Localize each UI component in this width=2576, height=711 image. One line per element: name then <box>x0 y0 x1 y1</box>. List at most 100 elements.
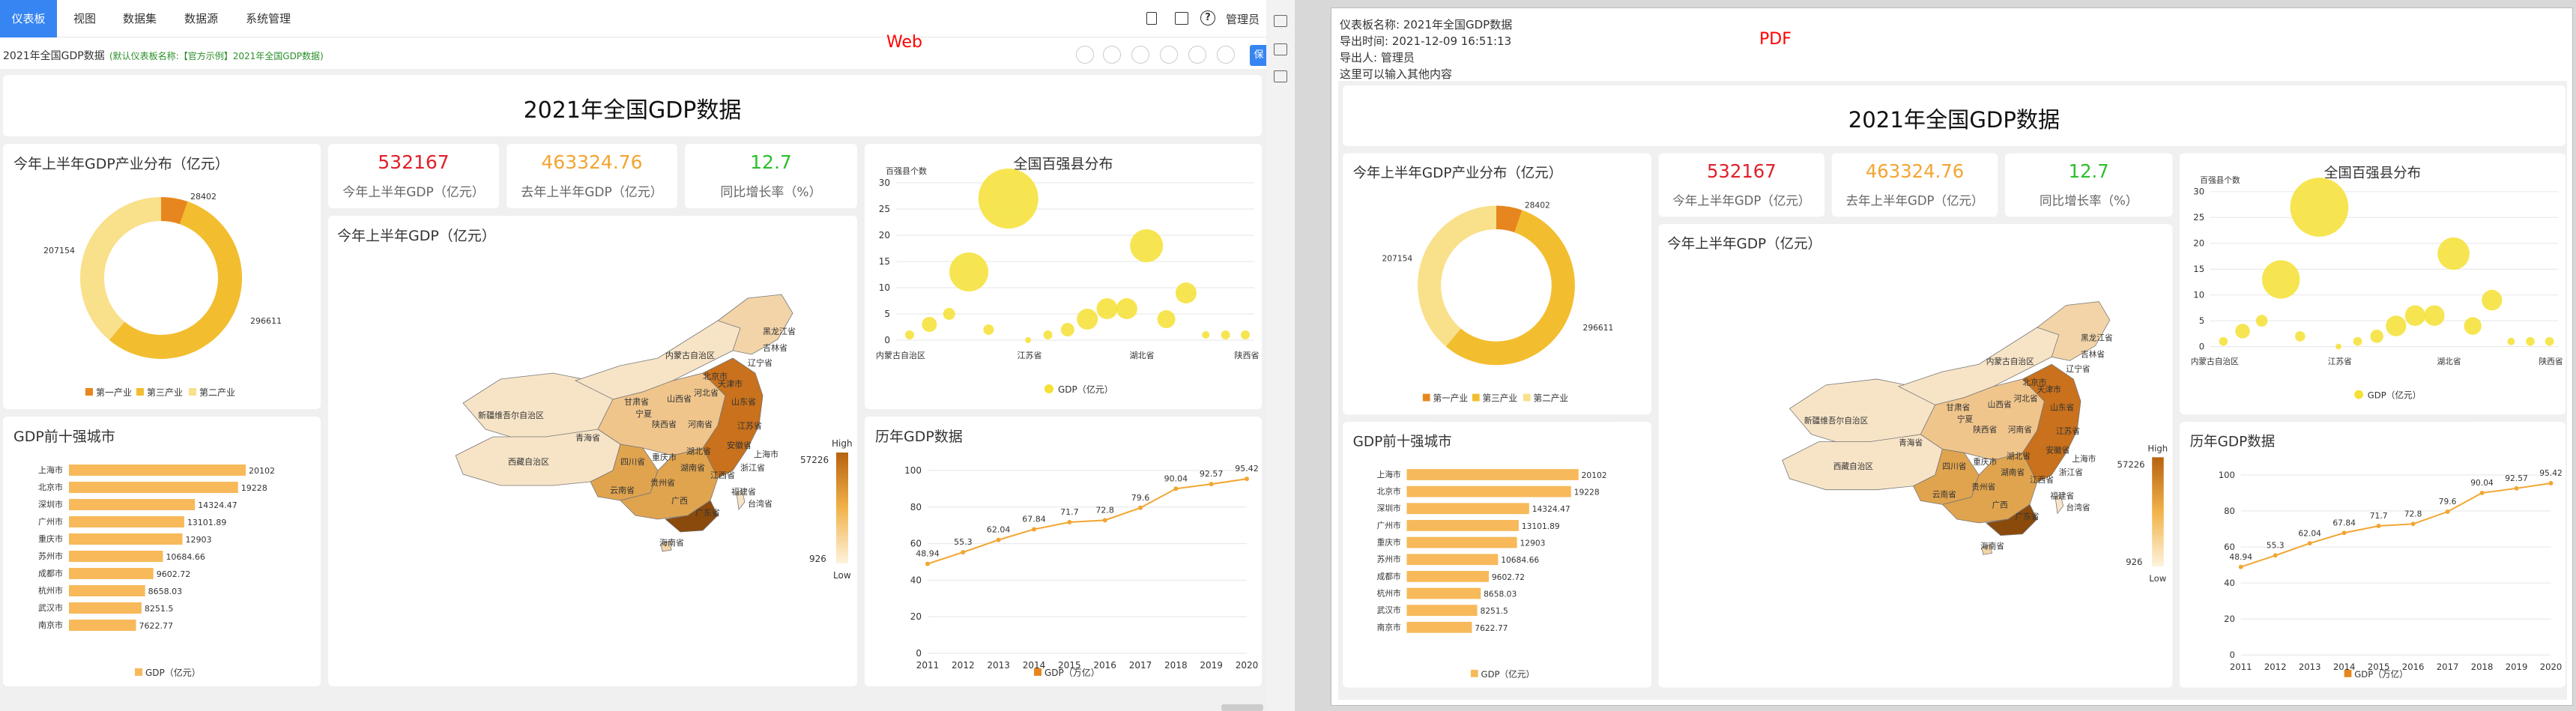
bubble-point[interactable] <box>2404 305 2425 327</box>
bar-item[interactable] <box>1406 485 1571 497</box>
bubble-point[interactable] <box>1077 309 1098 330</box>
help-icon[interactable]: ? <box>1200 10 1215 25</box>
line-point[interactable] <box>2341 530 2347 536</box>
line-point[interactable] <box>1209 482 1214 487</box>
bubble-point[interactable] <box>1157 310 1176 328</box>
bubble-point[interactable] <box>905 330 914 339</box>
bubble-point[interactable] <box>2437 237 2470 270</box>
star-icon[interactable] <box>1076 46 1094 64</box>
line-point[interactable] <box>2410 521 2416 527</box>
bubble-point[interactable] <box>2294 330 2306 342</box>
pie-slice[interactable] <box>161 197 188 225</box>
line-point[interactable] <box>2307 541 2312 546</box>
bubble-point[interactable] <box>1025 337 1032 343</box>
pie-slice[interactable] <box>109 202 242 359</box>
line-point[interactable] <box>2238 564 2243 569</box>
bubble-point[interactable] <box>983 324 994 335</box>
save-button[interactable]: 保 <box>1250 45 1268 66</box>
bubble-point[interactable] <box>1096 298 1118 319</box>
fullscreen-icon[interactable] <box>1217 46 1235 64</box>
bubble-point[interactable] <box>2386 315 2407 336</box>
web-scrollbar[interactable] <box>1221 704 1263 711</box>
line-point[interactable] <box>1245 476 1249 482</box>
bubble-point[interactable] <box>1241 330 1250 339</box>
bubble-point[interactable] <box>978 169 1038 229</box>
bar-item[interactable] <box>1406 554 1499 566</box>
bar-item[interactable] <box>69 482 238 493</box>
bubble-point[interactable] <box>2335 343 2341 350</box>
pie-slice[interactable] <box>1445 210 1575 366</box>
bubble-point[interactable] <box>949 252 989 291</box>
refresh-icon[interactable] <box>1188 46 1206 64</box>
bar-item[interactable] <box>1406 570 1489 582</box>
bubble-point[interactable] <box>922 317 937 332</box>
bar-item[interactable] <box>69 568 154 579</box>
line-point[interactable] <box>996 537 1001 542</box>
bubble-point[interactable] <box>2507 337 2515 345</box>
pie-slice[interactable] <box>1418 205 1496 347</box>
bubble-point[interactable] <box>1116 298 1137 319</box>
bar-item[interactable] <box>69 585 145 596</box>
share-icon[interactable] <box>1103 46 1121 64</box>
bar-item[interactable] <box>1406 520 1519 531</box>
bubble-point[interactable] <box>1043 330 1053 339</box>
pdf-image-icon[interactable] <box>1274 43 1287 55</box>
bar-item[interactable] <box>1406 469 1579 480</box>
bubble-point[interactable] <box>2255 315 2268 327</box>
visualmap-bar[interactable] <box>836 453 848 563</box>
nav-doc-icon[interactable] <box>1146 12 1157 25</box>
bubble-point[interactable] <box>943 308 955 320</box>
export-icon[interactable] <box>1160 46 1178 64</box>
bar-item[interactable] <box>69 620 136 631</box>
line-point[interactable] <box>2376 524 2381 528</box>
line-point[interactable] <box>925 561 930 566</box>
pdf-copy-icon[interactable] <box>1274 70 1287 82</box>
bar-item[interactable] <box>69 602 142 614</box>
bubble-point[interactable] <box>1221 330 1230 339</box>
bubble-point[interactable] <box>2424 305 2445 327</box>
bar-item[interactable] <box>1406 503 1529 515</box>
bubble-point[interactable] <box>2290 178 2349 237</box>
bubble-point[interactable] <box>2235 324 2250 339</box>
pie-slice[interactable] <box>79 197 161 340</box>
line-point[interactable] <box>1173 486 1179 491</box>
bar-item[interactable] <box>1406 621 1472 633</box>
bar-item[interactable] <box>1406 605 1478 617</box>
bubble-point[interactable] <box>2261 260 2300 299</box>
nav-item-dashboard[interactable]: 仪表板 <box>0 0 57 37</box>
bar-item[interactable] <box>1406 536 1517 548</box>
line-point[interactable] <box>2548 481 2554 485</box>
line-point[interactable] <box>961 550 966 555</box>
visualmap-bar[interactable] <box>2152 457 2164 567</box>
line-point[interactable] <box>2445 509 2450 514</box>
bubble-point[interactable] <box>2482 289 2503 311</box>
nav-user[interactable]: 管理员 <box>1226 13 1260 26</box>
line-point[interactable] <box>2273 553 2278 558</box>
nav-item-dataset[interactable]: 数据集 <box>123 12 157 25</box>
pie-slice[interactable] <box>1496 205 1523 233</box>
bar-item[interactable] <box>69 533 183 545</box>
line-point[interactable] <box>1067 520 1072 525</box>
line-point[interactable] <box>1102 518 1107 523</box>
line-point[interactable] <box>1138 505 1143 510</box>
bubble-point[interactable] <box>2526 336 2535 346</box>
bar-item[interactable] <box>69 465 246 476</box>
bubble-point[interactable] <box>2464 317 2482 335</box>
bubble-point[interactable] <box>1202 331 1210 339</box>
nav-item-system[interactable]: 系统管理 <box>246 12 291 25</box>
nav-item-datasource[interactable]: 数据源 <box>184 12 219 25</box>
line-point[interactable] <box>1032 527 1036 532</box>
bubble-point[interactable] <box>1060 323 1074 336</box>
bar-item[interactable] <box>69 551 163 562</box>
preview-icon[interactable] <box>1131 46 1149 64</box>
pdf-edit-icon[interactable] <box>1274 15 1287 27</box>
nav-translate-icon[interactable] <box>1175 12 1188 25</box>
line-point[interactable] <box>2479 490 2485 495</box>
bubble-point[interactable] <box>2370 329 2383 343</box>
bubble-point[interactable] <box>2219 336 2228 346</box>
bubble-point[interactable] <box>1175 282 1197 303</box>
bubble-point[interactable] <box>2545 336 2554 346</box>
bar-item[interactable] <box>1406 587 1481 599</box>
line-point[interactable] <box>2514 485 2519 491</box>
bubble-point[interactable] <box>2353 336 2362 346</box>
